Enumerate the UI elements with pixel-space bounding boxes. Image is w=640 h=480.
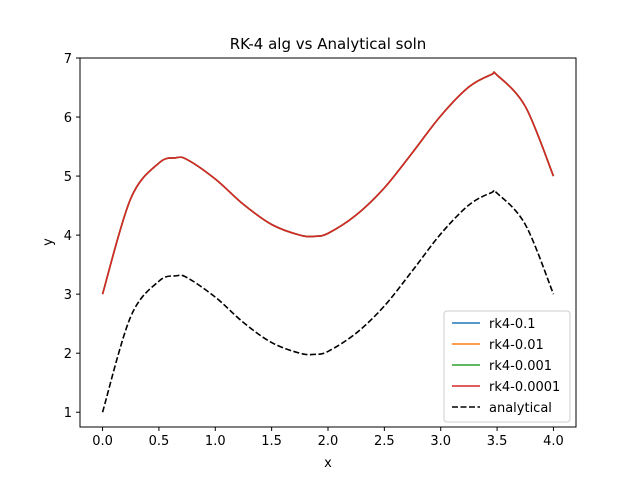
- legend: rk4-0.1 rk4-0.01 rk4-0.001 rk4-0.0001 analyt…: [443, 310, 571, 423]
- x-tick-label: 4.0: [543, 434, 564, 449]
- x-tick-label: 0.5: [149, 434, 170, 449]
- legend-box: [443, 310, 571, 423]
- y-tick-label: 7: [64, 52, 72, 67]
- series-line-analytical: [101, 189, 555, 413]
- x-tick-label: 2.5: [374, 434, 395, 449]
- x-tick-label: 2.0: [318, 434, 339, 449]
- y-tick-label: 3: [64, 288, 72, 303]
- legend-label-rk4-0.0001: rk4-0.0001: [489, 380, 560, 395]
- x-tick-label: 3.5: [487, 434, 508, 449]
- series-line-rk4-0.0001: [101, 71, 555, 295]
- x-tick-label: 1.5: [261, 434, 282, 449]
- y-axis-label: y: [41, 238, 56, 246]
- legend-label-rk4-0.01: rk4-0.01: [489, 338, 544, 353]
- x-tick-label: 0.0: [92, 434, 113, 449]
- x-axis-label: x: [324, 456, 332, 471]
- axis-ticks: 0.0 0.5 1.0 1.5 2.0 2.5 3.0 3.5 4.0 1 2 3 4 5 6 7: [64, 52, 564, 449]
- y-tick-label: 2: [64, 347, 72, 362]
- legend-label-rk4-0.001: rk4-0.001: [489, 359, 552, 374]
- x-tick-label: 3.0: [430, 434, 451, 449]
- y-tick-label: 5: [64, 170, 72, 185]
- y-tick-label: 4: [64, 229, 72, 244]
- legend-label-rk4-0.1: rk4-0.1: [489, 317, 536, 332]
- x-tick-label: 1.0: [205, 434, 226, 449]
- chart-title: RK-4 alg vs Analytical soln: [230, 35, 427, 53]
- legend-label-analytical: analytical: [489, 401, 552, 416]
- y-tick-label: 1: [64, 406, 72, 421]
- plot-area: [101, 71, 555, 413]
- y-tick-label: 6: [64, 111, 72, 126]
